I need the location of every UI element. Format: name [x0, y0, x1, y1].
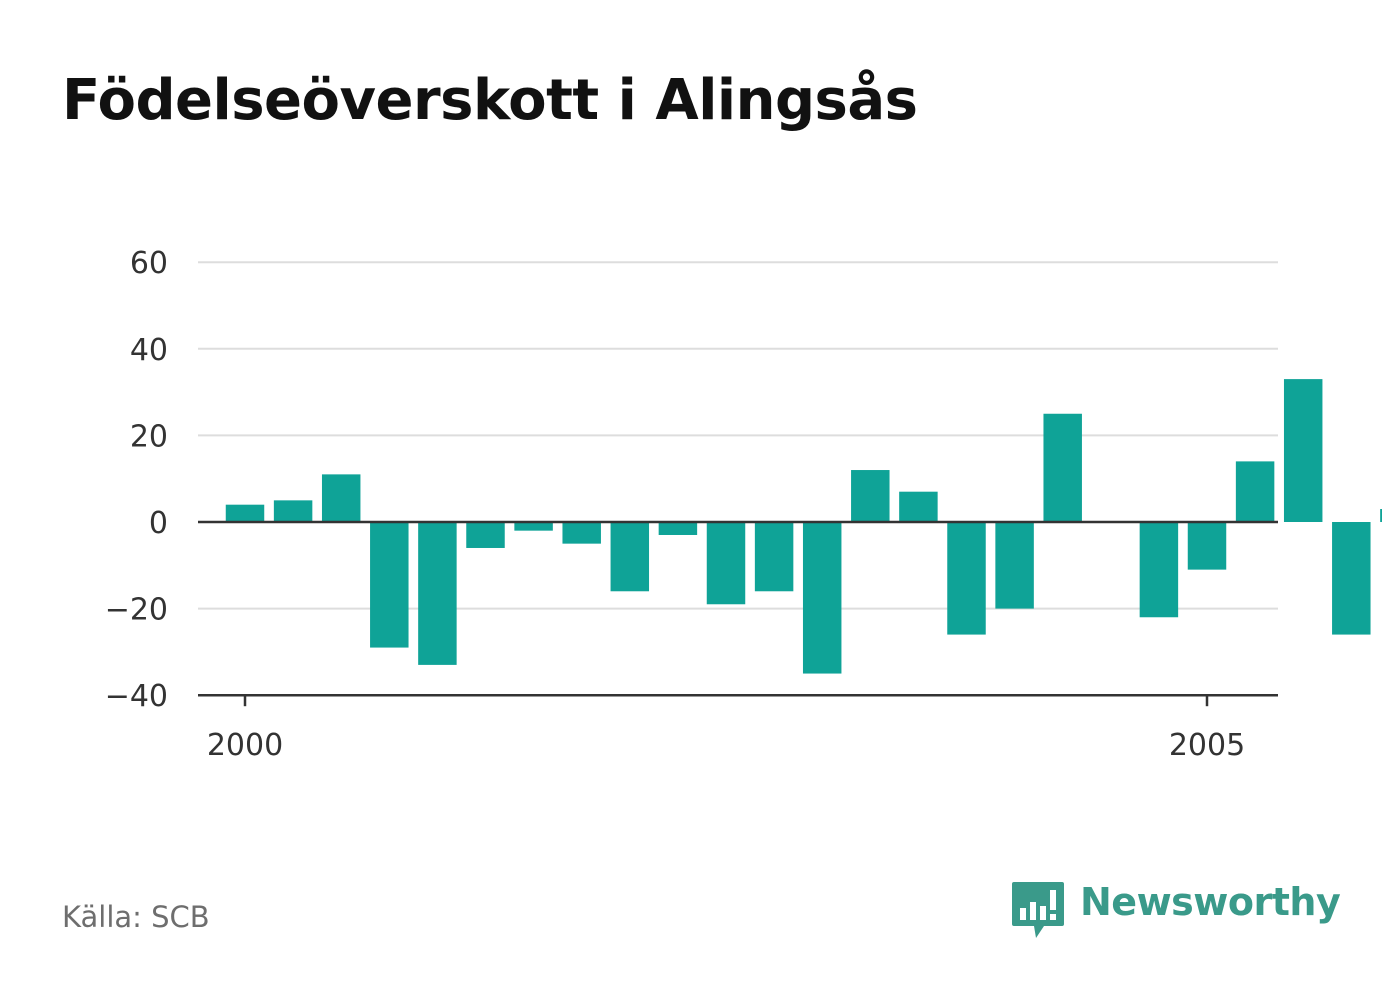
- bar: [1187, 522, 1227, 570]
- chart-title: Födelseöverskott i Alingsås: [62, 68, 918, 133]
- bar: [321, 474, 361, 522]
- bar: [514, 522, 553, 531]
- bar: [658, 522, 698, 535]
- bar: [562, 522, 601, 544]
- bar: [995, 522, 1034, 609]
- bar: [1380, 509, 1382, 522]
- y-tick-label: 40: [130, 333, 168, 368]
- y-tick-labels: −40 −20 0 20 40 60: [105, 246, 168, 714]
- x-tick-labels: 200020052010201520202025: [207, 728, 1245, 763]
- bar: [947, 522, 986, 635]
- bar: [1283, 379, 1323, 522]
- x-tick-label: 2000: [207, 728, 283, 763]
- bars: [225, 379, 1382, 674]
- bar: [610, 522, 650, 592]
- axes: [198, 520, 1278, 707]
- y-tick-label: 20: [130, 419, 168, 454]
- brand-name: Newsworthy: [1080, 880, 1341, 924]
- newsworthy-chart-bubble-icon: [1012, 882, 1064, 938]
- y-tick-label: −40: [105, 679, 168, 714]
- x-tick-label: 2005: [1169, 728, 1245, 763]
- bar: [1139, 522, 1179, 618]
- bar: [466, 522, 505, 548]
- bar: [225, 504, 265, 522]
- newsworthy-logo[interactable]: Newsworthy: [1010, 878, 1341, 942]
- bar: [1235, 461, 1275, 522]
- bar: [851, 470, 890, 522]
- bar: [899, 491, 938, 522]
- y-tick-label: 60: [130, 246, 168, 281]
- bar: [802, 522, 842, 674]
- y-tick-label: 0: [149, 506, 168, 541]
- bar: [754, 522, 794, 592]
- bar: [706, 522, 746, 605]
- bar: [1043, 413, 1082, 522]
- y-tick-label: −20: [105, 593, 168, 628]
- bar: [370, 522, 409, 648]
- bar: [1332, 522, 1371, 635]
- bar: [418, 522, 457, 665]
- source-note: Källa: SCB: [62, 900, 210, 934]
- bar: [273, 500, 313, 522]
